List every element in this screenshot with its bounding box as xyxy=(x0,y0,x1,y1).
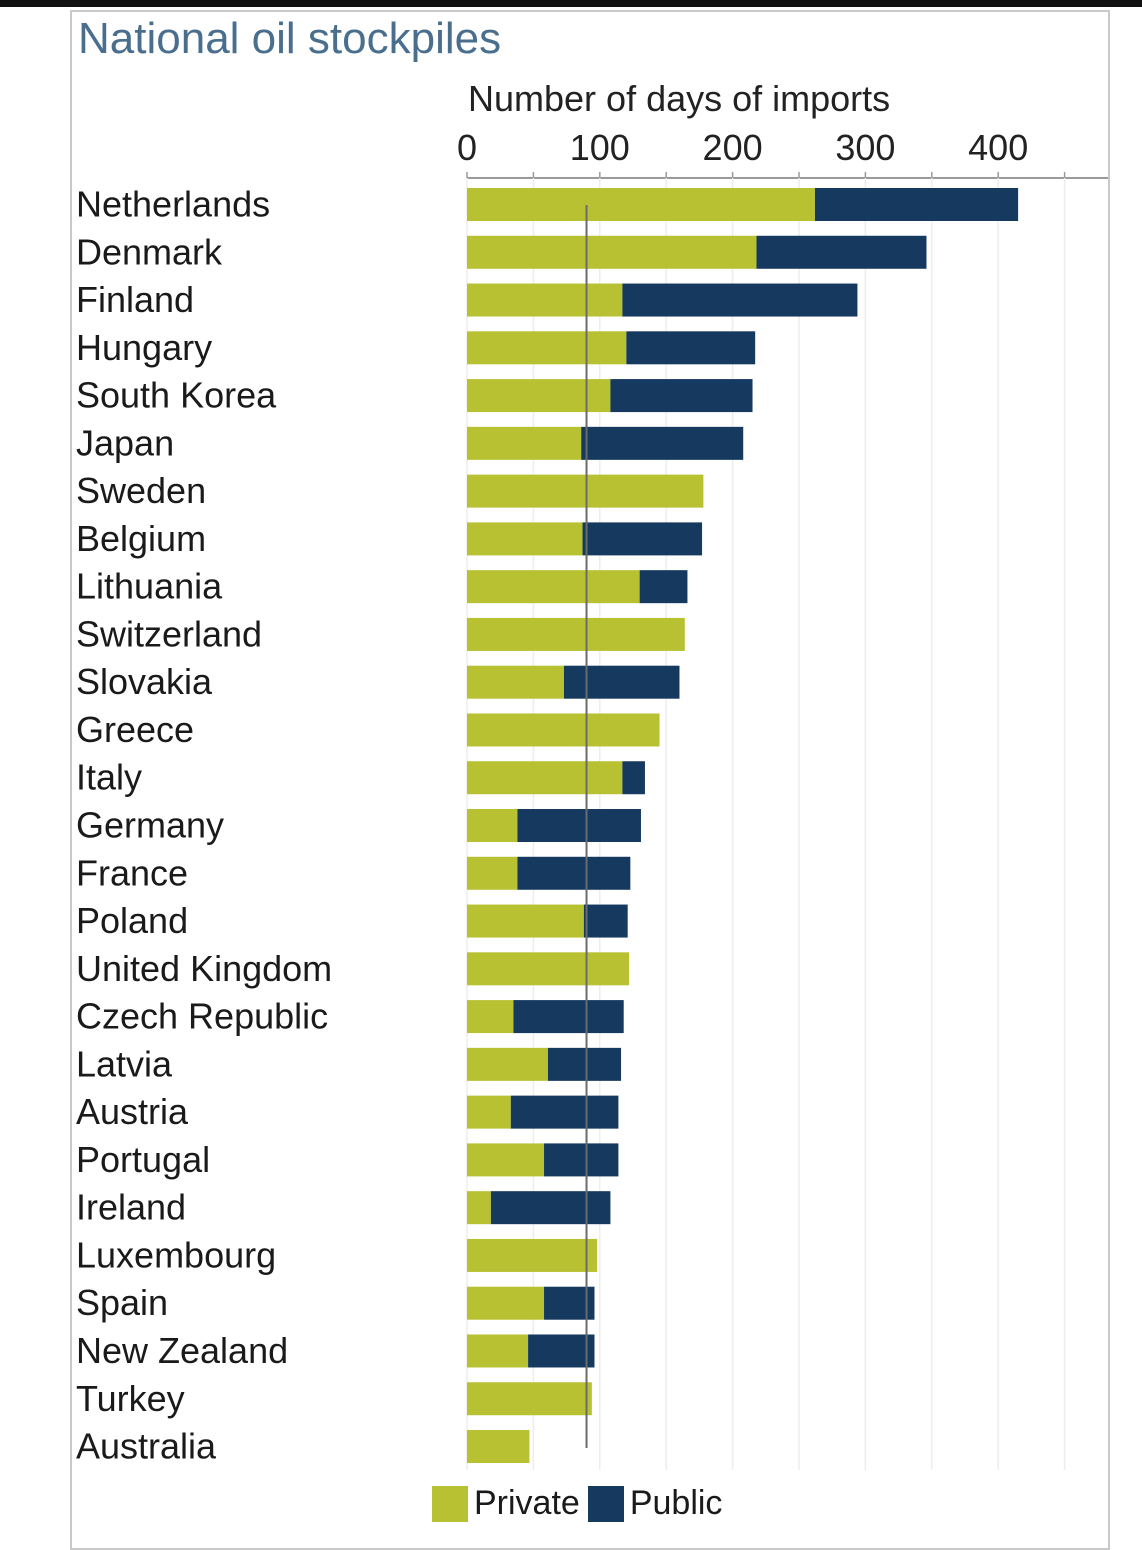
bar-private xyxy=(467,283,623,317)
bar-private xyxy=(467,1047,549,1081)
category-label: South Korea xyxy=(76,375,277,416)
category-label: Switzerland xyxy=(76,613,262,654)
bar-public xyxy=(563,665,680,699)
bar-private xyxy=(467,331,627,365)
bar-private xyxy=(467,426,582,460)
category-label: Australia xyxy=(76,1426,217,1467)
category-label: Slovakia xyxy=(76,661,213,702)
bar-public xyxy=(548,1047,622,1081)
bar-public xyxy=(583,904,628,938)
category-label: Lithuania xyxy=(76,566,223,607)
bar-private xyxy=(467,1430,530,1464)
bar-private xyxy=(467,856,518,890)
bar-private xyxy=(467,617,685,651)
bar-private xyxy=(467,379,611,413)
x-axis-title: Number of days of imports xyxy=(468,78,891,119)
bar-public xyxy=(544,1143,619,1177)
bar-public xyxy=(510,1095,619,1129)
chart-title: National oil stockpiles xyxy=(78,14,502,63)
category-label: Spain xyxy=(76,1282,168,1323)
legend: Private Public xyxy=(432,1484,722,1523)
bar-private xyxy=(467,235,757,269)
category-label: Portugal xyxy=(76,1139,210,1180)
category-label: New Zealand xyxy=(76,1330,288,1371)
category-label: Latvia xyxy=(76,1043,173,1084)
legend-swatch-public xyxy=(587,1485,624,1522)
bar-private xyxy=(467,570,640,604)
category-label: United Kingdom xyxy=(76,948,332,989)
x-tick-label: 400 xyxy=(968,127,1028,168)
bar-public xyxy=(490,1191,611,1225)
bar-public xyxy=(756,235,927,269)
bar-private xyxy=(467,474,704,508)
top-rule xyxy=(0,0,1142,7)
bar-public xyxy=(517,856,631,890)
bar-private xyxy=(467,952,630,986)
bar-private xyxy=(467,1191,491,1225)
bar-private xyxy=(467,1095,511,1129)
bar-public xyxy=(582,522,703,556)
bar-public xyxy=(517,809,641,843)
bars xyxy=(467,188,1019,1464)
bar-public xyxy=(626,331,756,365)
legend-item-private: Private xyxy=(432,1484,580,1523)
bar-public xyxy=(622,283,858,317)
bar-public xyxy=(639,570,688,604)
bar-private xyxy=(467,1143,545,1177)
x-tick-labels: 0 100 200 300 400 xyxy=(457,127,1028,168)
x-tick-label: 200 xyxy=(703,127,763,168)
category-label: Japan xyxy=(76,422,174,463)
category-label: Austria xyxy=(76,1091,189,1132)
x-tick-label: 0 xyxy=(457,127,477,168)
bar-private xyxy=(467,522,583,556)
bar-private xyxy=(467,809,518,843)
category-label: Netherlands xyxy=(76,184,270,225)
legend-label-public: Public xyxy=(629,1484,723,1522)
category-labels: Netherlands Denmark Finland Hungary South Ko… xyxy=(76,184,332,1467)
category-label: Czech Republic xyxy=(76,996,328,1037)
category-label: Turkey xyxy=(76,1378,185,1419)
legend-swatch-private xyxy=(432,1485,468,1522)
bar-public xyxy=(814,188,1019,221)
category-label: Greece xyxy=(76,709,194,750)
category-label: Italy xyxy=(76,757,142,798)
bar-private xyxy=(467,1286,545,1320)
x-tick-label: 300 xyxy=(835,127,895,168)
category-label: Germany xyxy=(76,805,224,846)
bar-private xyxy=(467,904,584,938)
category-label: Hungary xyxy=(76,327,212,368)
bar-private xyxy=(467,1238,598,1272)
x-tick-label: 100 xyxy=(570,127,630,168)
bar-public xyxy=(513,1000,624,1034)
category-label: Finland xyxy=(76,279,194,320)
bar-public xyxy=(581,426,744,460)
bar-public xyxy=(528,1334,595,1368)
bar-private xyxy=(467,1000,514,1034)
bar-public xyxy=(622,761,645,795)
bar-public xyxy=(610,379,753,413)
category-label: Sweden xyxy=(76,470,206,511)
category-label: Poland xyxy=(76,900,188,941)
category-label: Luxembourg xyxy=(76,1234,276,1275)
legend-label-private: Private xyxy=(474,1484,580,1522)
category-label: Belgium xyxy=(76,518,206,559)
bar-private xyxy=(467,1382,592,1416)
bar-private xyxy=(467,713,660,747)
bar-private xyxy=(467,761,623,795)
category-label: France xyxy=(76,852,188,893)
legend-item-public: Public xyxy=(587,1484,723,1523)
bar-private xyxy=(467,1334,529,1368)
bar-private xyxy=(467,188,815,221)
category-label: Denmark xyxy=(76,231,223,272)
bar-private xyxy=(467,665,564,699)
category-label: Ireland xyxy=(76,1187,186,1228)
